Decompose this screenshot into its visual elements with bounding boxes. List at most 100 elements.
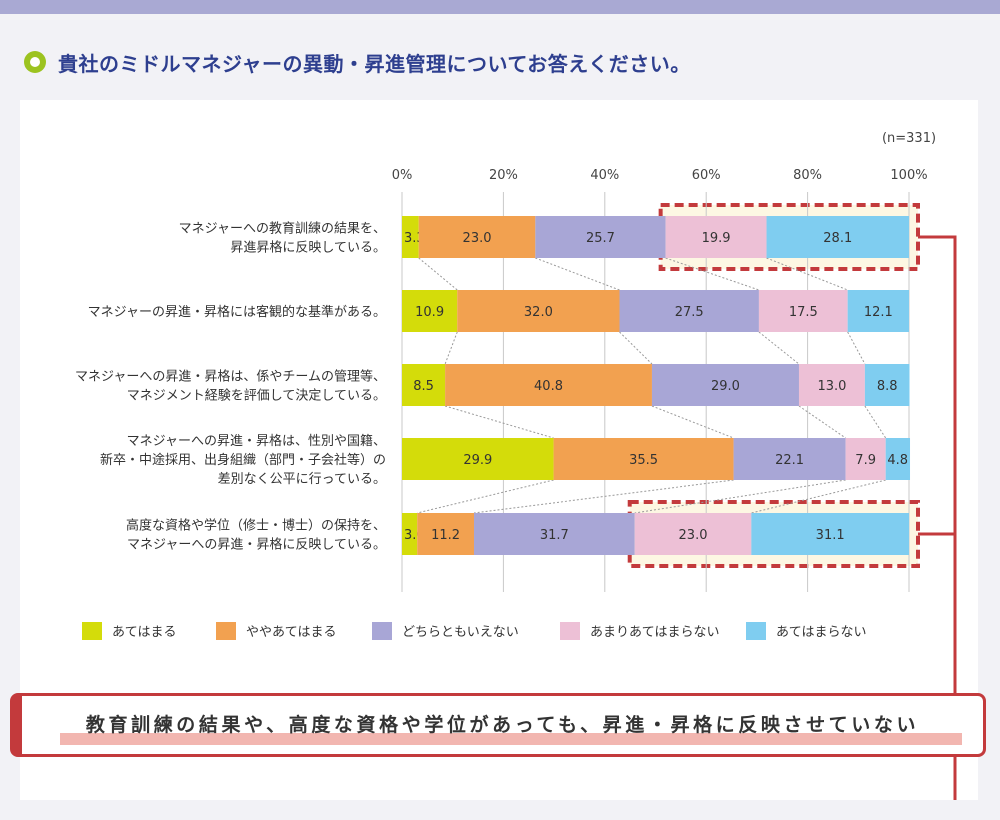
data-label: 29.9 [463,453,492,468]
legend-swatch [216,622,236,640]
data-label: 12.1 [864,305,893,320]
data-label: 8.8 [877,379,898,394]
legend-label: あまりあてはまらない [590,625,719,640]
bar-segment [445,364,652,406]
bar-segment [457,290,620,332]
bar-segment [473,513,635,555]
bar-segment [798,364,865,406]
category-label: マネジャーへの教育訓練の結果を、 [179,221,386,237]
stacked-bar-chart: (n=331)0% 20% 40% 60% 80% 100%3.3 23.0 25.7 19.9… [75,131,957,800]
x-tick-label: 100% [890,168,927,183]
data-label: 4.8 [887,453,908,468]
connector-line [444,331,458,365]
category-label: マネジャーへの昇進・昇格は、性別や国籍、 [127,433,386,449]
data-label: 17.5 [789,305,818,320]
data-label: 32.0 [524,305,553,320]
data-label: 31.1 [816,528,845,543]
connector-line [751,479,886,514]
callout-highlight [60,733,962,745]
bar-segment [751,513,909,555]
legend-label: ややあてはまる [246,625,336,640]
bar-segment [402,290,458,332]
bar-segment [402,438,554,480]
data-label: 19.9 [702,231,731,246]
legend-label: あてはまらない [776,625,866,640]
data-label: 35.5 [629,453,658,468]
category-label: 昇進昇格に反映している。 [230,240,386,256]
bar-segment [733,438,846,480]
connector-line [847,331,866,365]
data-label: 28.1 [823,231,852,246]
connector-line [619,331,653,365]
data-label: 8.5 [413,379,434,394]
category-label: マネジメント経験を評価して決定している。 [127,389,386,404]
x-tick-label: 60% [692,168,721,183]
connector-line [535,257,620,291]
bar-segment [402,364,446,406]
category-label: マネジャーへの昇進・昇格は、係やチームの管理等、 [75,369,386,385]
connector-line [418,257,458,291]
x-tick-label: 0% [392,168,413,183]
data-label: 13.0 [817,379,846,394]
legend-swatch [372,622,392,640]
category-label: 差別なく公平に行っている。 [218,472,386,487]
data-label: 10.9 [415,305,444,320]
bar-segment [885,438,911,480]
chart-panel: (n=331) 0% 20% 40% 60% 80% 100% 3.3 23.0 25.7 19.9… [20,100,978,800]
bar-segment [766,216,909,258]
data-label: 31.7 [540,528,569,543]
connector-line [758,331,800,365]
circle-bullet-icon [24,51,46,73]
page-heading: 貴社のミドルマネジャーの異動・昇進管理についてお答えください。 [24,44,691,80]
data-label: 25.7 [586,231,615,246]
top-band [0,0,1000,14]
bar-segment [402,216,419,258]
bracket-connector [918,235,957,536]
bar-segment [651,364,799,406]
data-label: 23.0 [463,231,492,246]
x-tick-label: 80% [793,168,822,183]
bar-segment [864,364,910,406]
connector-line [444,405,554,439]
connector-line [417,479,554,514]
data-label: 29.0 [711,379,740,394]
sample-size-label: (n=331) [882,131,936,146]
data-label: 7.9 [855,453,876,468]
bar-segment [758,290,848,332]
connector-line [798,405,846,439]
bar-segment [634,513,752,555]
category-label: 高度な資格や学位（修士・博士）の保持を、 [126,518,386,534]
data-label: 23.0 [679,528,708,543]
category-label: 新卒・中途採用、出身組織（部門・子会社等）の [100,452,386,468]
bar-segment [619,290,759,332]
bar-segment [402,513,418,555]
bar-segment [417,513,474,555]
bar-segment [847,290,909,332]
legend-swatch [560,622,580,640]
conclusion-callout: 教育訓練の結果や、高度な資格や学位があっても、昇進・昇格に反映させていない [10,693,986,757]
conclusion-text: 教育訓練の結果や、高度な資格や学位があっても、昇進・昇格に反映させていない [85,714,920,736]
data-label: 22.1 [775,453,804,468]
category-label: マネジャーへの昇進・昇格に反映している。 [127,537,386,553]
x-tick-label: 40% [590,168,619,183]
connector-line [634,479,846,514]
data-label: 40.8 [534,379,563,394]
bar-segment [553,438,734,480]
connector-line [766,257,848,291]
page-title: 貴社のミドルマネジャーの異動・昇進管理についてお答えください。 [58,51,691,76]
bar-segment [418,216,536,258]
legend-swatch [746,622,766,640]
x-tick-label: 20% [489,168,518,183]
connector-line [665,257,760,291]
legend-label: どちらともいえない [402,625,519,640]
bar-segment [845,438,886,480]
connector-line [864,405,887,439]
legend-swatch [82,622,102,640]
connector-line [651,405,734,439]
bar-segment [535,216,666,258]
data-label: 27.5 [675,305,704,320]
bar-segment [665,216,767,258]
data-label: 11.2 [431,528,460,543]
legend-label: あてはまる [112,625,176,640]
category-label: マネジャーの昇進・昇格には客観的な基準がある。 [88,304,386,320]
